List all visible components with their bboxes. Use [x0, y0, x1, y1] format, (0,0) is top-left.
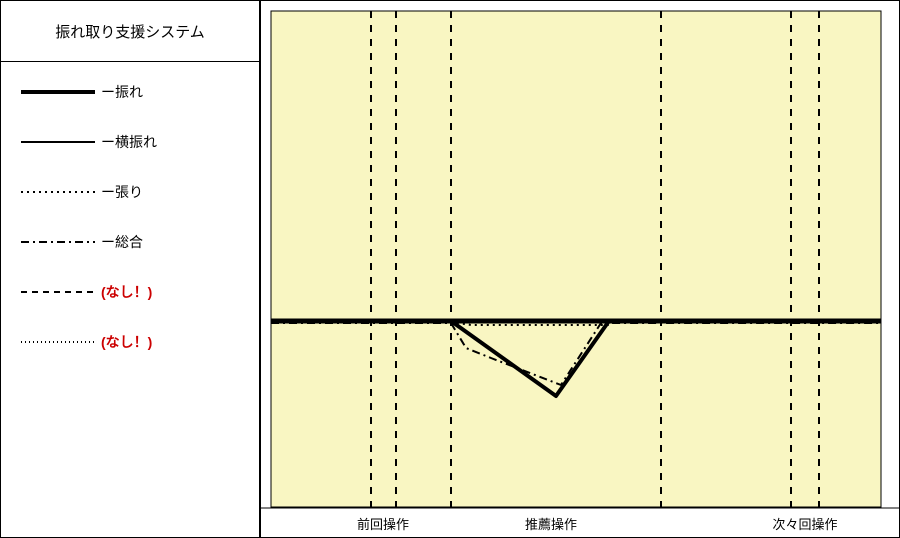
legend-item: (なし！)	[19, 332, 249, 352]
legend-sample	[19, 283, 97, 301]
legend-item: ー横振れ	[19, 132, 249, 152]
legend-label: (なし！)	[101, 332, 152, 352]
legend-item: ー張り	[19, 182, 249, 202]
app-frame: 振れ取り支援システム ー振れー横振れー張りー総合 (なし！) (なし！) 前回操作 推…	[0, 0, 900, 538]
chart-area: 前回操作 推薦操作 次々回操作	[261, 1, 899, 537]
legend-sample	[19, 333, 97, 351]
chart-svg	[261, 1, 899, 537]
x-axis-label: 前回操作	[357, 514, 409, 533]
legend-label: ー張り	[101, 182, 143, 202]
legend-label: (なし！)	[101, 282, 152, 302]
legend-sample	[19, 83, 97, 101]
legend-label: ー振れ	[101, 82, 143, 102]
x-axis-label: 次々回操作	[772, 514, 837, 533]
sidebar: 振れ取り支援システム ー振れー横振れー張りー総合 (なし！) (なし！)	[1, 1, 261, 537]
legend-sample	[19, 133, 97, 151]
x-axis-label: 推薦操作	[525, 514, 577, 533]
legend-item: ー振れ	[19, 82, 249, 102]
legend: ー振れー横振れー張りー総合 (なし！) (なし！)	[1, 62, 259, 537]
legend-label: ー総合	[101, 232, 143, 252]
legend-item: (なし！)	[19, 282, 249, 302]
sidebar-header: 振れ取り支援システム	[1, 1, 259, 62]
legend-sample	[19, 183, 97, 201]
legend-sample	[19, 233, 97, 251]
legend-label: ー横振れ	[101, 132, 157, 152]
legend-item: ー総合	[19, 232, 249, 252]
